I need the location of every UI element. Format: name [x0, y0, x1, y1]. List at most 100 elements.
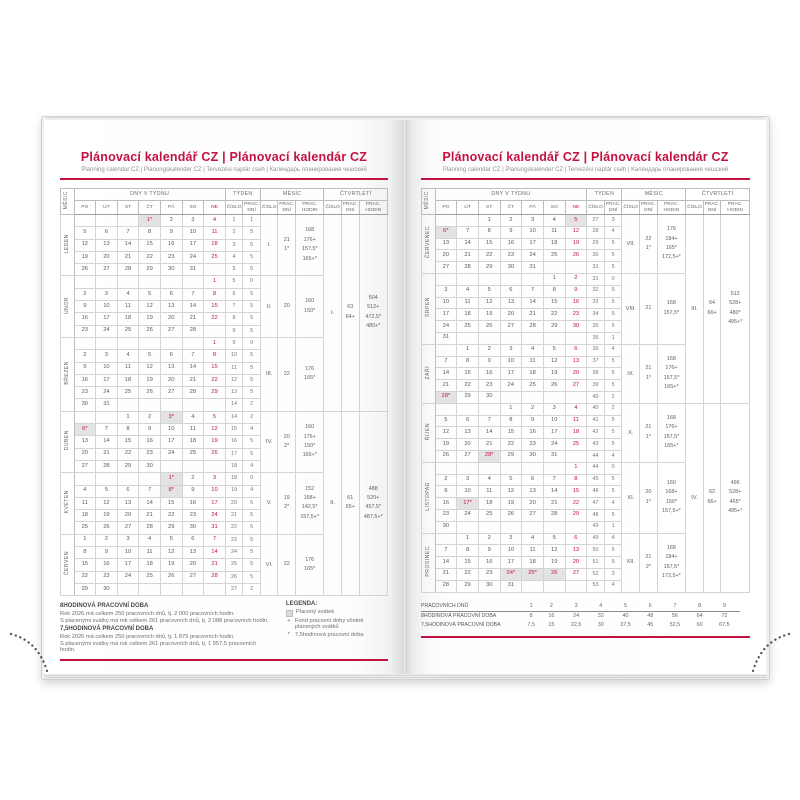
- hours-row-value: 40: [622, 613, 629, 619]
- header-group: MĚSÍC: [621, 188, 687, 201]
- day-cell: 16: [477, 367, 501, 381]
- hours-row-value: 48: [647, 613, 654, 619]
- day-cell: 24: [159, 447, 183, 461]
- day-cell: 30: [477, 579, 501, 593]
- week-workdays: 5: [242, 570, 261, 584]
- week-number: 27: [586, 214, 605, 227]
- week-number: 41: [586, 414, 605, 428]
- day-cell: 18: [73, 509, 97, 523]
- header-subcolumn: PRAC. HODIN: [656, 200, 687, 215]
- day-cell: 10: [95, 300, 118, 314]
- day-cell: 10: [499, 544, 523, 558]
- day-cell: 28: [181, 386, 205, 400]
- hours-row-value: 60: [696, 622, 703, 628]
- day-cell: 23: [521, 438, 544, 451]
- day-cell: 23: [477, 567, 501, 581]
- day-cell: 9: [477, 355, 501, 369]
- week-workdays: 5: [603, 237, 623, 251]
- month-workdays: 21 1*: [639, 402, 658, 463]
- week-number: 9: [224, 324, 244, 338]
- month-number: V.: [259, 472, 279, 535]
- day-cell: 18: [138, 558, 161, 572]
- week-number: 47: [586, 497, 605, 510]
- day-cell: 21: [434, 379, 458, 392]
- header-day-út: ÚT: [456, 200, 479, 215]
- day-cell: 20: [521, 497, 544, 510]
- day-cell: 3: [434, 284, 458, 298]
- day-cell: 9: [434, 485, 458, 499]
- month-name: BŘEZEN: [60, 336, 75, 412]
- day-cell: 6: [521, 473, 544, 487]
- day-cell: 24: [181, 250, 205, 265]
- day-cell: [499, 520, 523, 534]
- week-workdays: 5: [603, 438, 623, 451]
- day-cell: 14: [95, 435, 118, 449]
- day-cell: 24: [203, 509, 226, 523]
- week-workdays: 5: [603, 320, 623, 333]
- day-cell: 13: [116, 496, 140, 511]
- day-cell: 18: [203, 238, 226, 252]
- open-planner-book: Plánovací kalendář CZ | Plánovací kalend…: [41, 116, 770, 680]
- day-cell: 7: [521, 284, 544, 298]
- day-cell: 15: [203, 300, 226, 314]
- week-workdays: 4: [242, 484, 261, 498]
- day-cell: 24: [456, 508, 479, 522]
- hours-row-value: 24: [573, 613, 580, 619]
- day-cell: 4: [181, 410, 205, 425]
- day-cell: 11: [116, 300, 140, 314]
- footer-line: S placenými svátky má rok celkem 261 pra…: [60, 641, 257, 654]
- week-number: 33: [586, 296, 605, 310]
- day-cell: [73, 410, 97, 425]
- day-cell: 5: [203, 410, 226, 425]
- day-cell: 10: [203, 484, 226, 498]
- day-cell: 4: [203, 213, 226, 228]
- day-cell: 28: [203, 570, 226, 584]
- month-number: VIII.: [621, 272, 641, 345]
- day-cell: 23: [138, 447, 161, 461]
- day-cell: 11: [542, 225, 566, 239]
- day-cell: [564, 261, 588, 274]
- workdays-header-value: 5: [609, 601, 642, 612]
- month-workdays: 22 1*: [639, 214, 658, 274]
- day-cell: 22: [73, 570, 97, 584]
- day-cell: 17: [542, 426, 566, 440]
- header-month-column: MĚSÍC: [421, 188, 436, 215]
- day-cell: [542, 390, 566, 404]
- day-cell: 18: [116, 312, 140, 326]
- day-cell: 26: [477, 320, 501, 333]
- day-cell: [521, 331, 544, 345]
- header-day-po: PO: [73, 200, 97, 215]
- legend-item-asterisk: * 7,5hodinová pracovní doba: [286, 632, 386, 638]
- day-cell: 17: [203, 496, 226, 511]
- day-cell: 22: [456, 567, 479, 581]
- week-workdays: 5: [603, 308, 623, 322]
- day-cell: 31: [181, 263, 205, 277]
- day-cell: 11: [564, 414, 588, 428]
- day-cell: 22: [542, 308, 566, 322]
- left-page-footer: 8HODINOVÁ PRACOVNÍ DOBA Rok 2026 má celk…: [60, 601, 388, 653]
- day-cell: 4: [521, 343, 544, 357]
- day-cell: 2: [434, 473, 458, 487]
- week-workdays: 4: [603, 343, 623, 357]
- day-cell: 20: [159, 373, 183, 388]
- day-cell: 9: [73, 300, 97, 314]
- month-workhours: 168 176+ 157,5* 165+*: [656, 343, 687, 404]
- header-subcolumn: ČÍSLO: [224, 200, 244, 215]
- day-cell: 4: [138, 533, 161, 548]
- day-cell: [564, 520, 588, 534]
- week-workdays: 5: [242, 533, 261, 548]
- month-number: XI.: [621, 461, 641, 534]
- header-group: TÝDEN: [586, 188, 623, 201]
- week-workdays: 5: [242, 361, 261, 375]
- month-workdays: 21 1*: [277, 213, 297, 277]
- day-cell: 9: [477, 544, 501, 558]
- day-cell: 24: [95, 324, 118, 338]
- day-cell: 13: [159, 300, 183, 314]
- day-cell: 17*: [456, 497, 479, 510]
- day-cell: [564, 390, 588, 404]
- day-cell: [521, 520, 544, 534]
- legend: LEGENDA: Placený svátek + Fond pracovní …: [285, 601, 386, 653]
- week-number: 3: [224, 238, 244, 252]
- quarter-number: II.: [323, 410, 342, 597]
- week-number: 18: [224, 459, 244, 474]
